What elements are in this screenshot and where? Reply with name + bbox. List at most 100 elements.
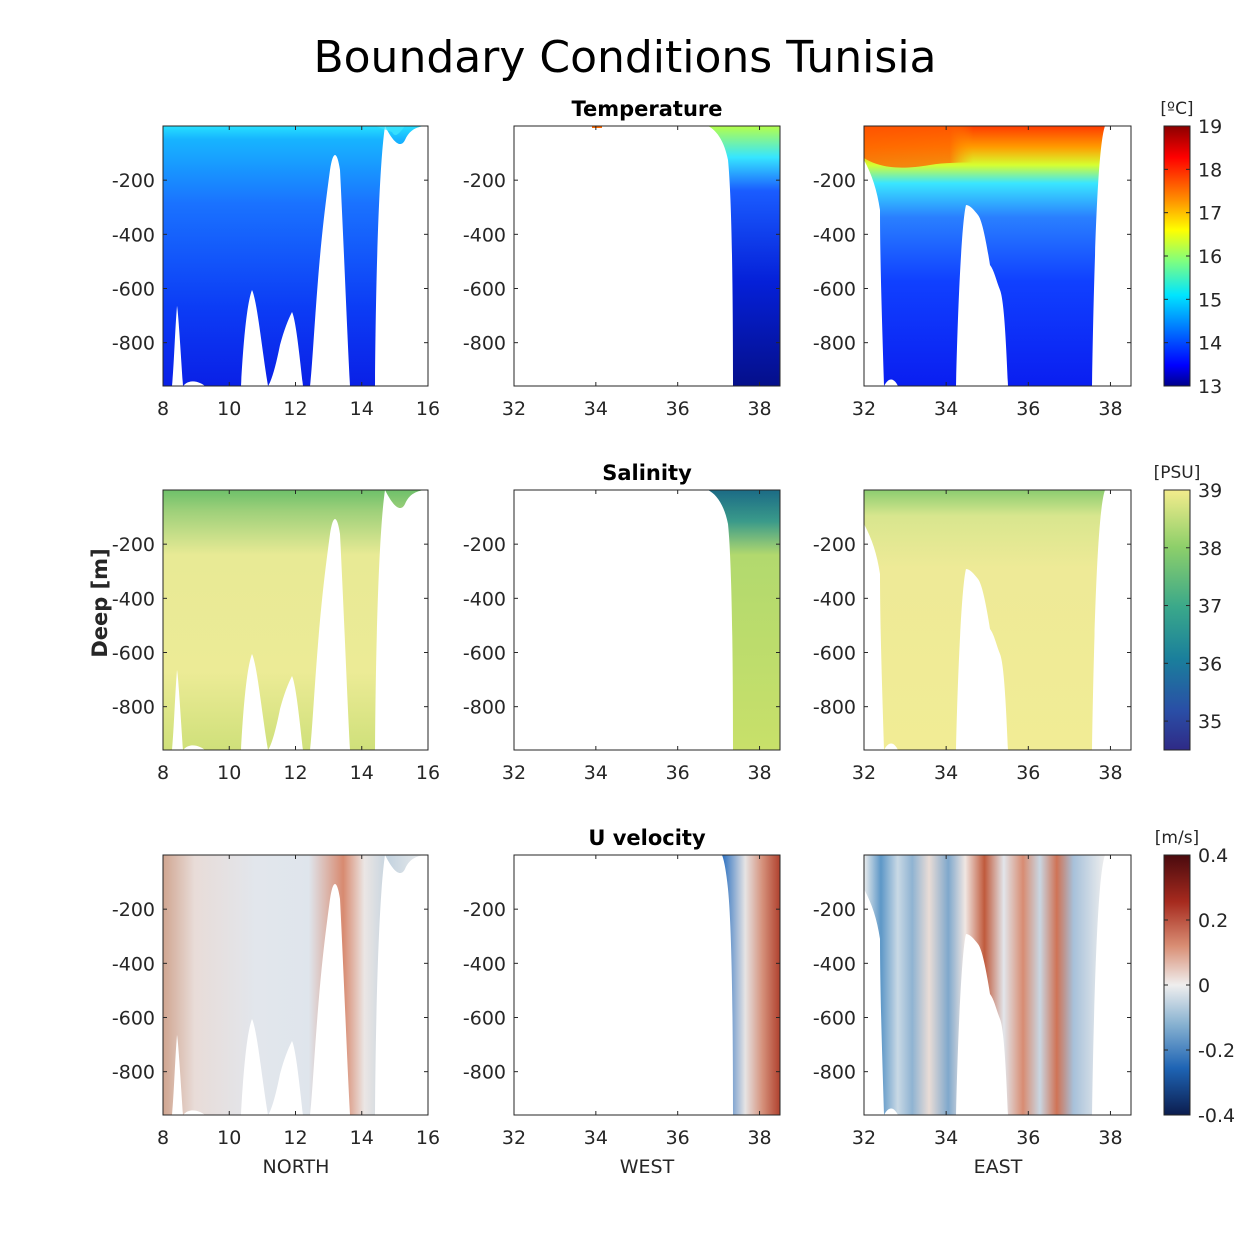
y-tick-label: -400 (112, 224, 155, 246)
y-tick-label: -400 (112, 588, 155, 610)
x-tick-label: 8 (157, 762, 169, 784)
axes-frame (513, 854, 781, 1116)
y-tick-label: -800 (112, 1062, 155, 1084)
colorbar-layer: [ºC]19181716151413[PSU]3938373635[m/s]0.… (1154, 99, 1235, 1127)
y-tick-label: -600 (112, 643, 155, 665)
colorbar-tick-label: 17 (1198, 203, 1222, 225)
colorbar-unit: [PSU] (1154, 463, 1201, 483)
field-velocity-west (722, 855, 780, 1115)
x-tick-label: 34 (934, 1127, 958, 1149)
x-tick-label: 32 (852, 1127, 876, 1149)
y-tick-label: -600 (813, 643, 856, 665)
field-temperature-west (708, 126, 780, 386)
colorbar-tick-label: -0.4 (1198, 1105, 1235, 1127)
y-tick-label: -800 (463, 333, 506, 355)
x-tick-label: 32 (502, 762, 526, 784)
x-tick-label: 34 (584, 398, 608, 420)
x-tick-label: 36 (1016, 762, 1040, 784)
field-temperature-east (864, 126, 1105, 386)
x-tick-label: 14 (350, 762, 374, 784)
y-tick-label: -200 (813, 170, 856, 192)
panel-salinity-west (708, 490, 780, 750)
colorbar-3 (1163, 854, 1191, 1116)
x-tick-label: 36 (1016, 1127, 1040, 1149)
y-tick-label: -800 (112, 333, 155, 355)
y-tick-label: -600 (112, 279, 155, 301)
col-label-west: WEST (620, 1156, 675, 1178)
x-tick-label: 34 (934, 762, 958, 784)
x-tick-label: 36 (1016, 398, 1040, 420)
row-title-salinity: Salinity (602, 461, 692, 485)
x-tick-label: 32 (502, 1127, 526, 1149)
warm-surface-band (864, 126, 1020, 168)
x-tick-label: 38 (747, 1127, 771, 1149)
x-tick-label: 10 (217, 1127, 241, 1149)
x-tick-label: 12 (283, 762, 307, 784)
y-tick-label: -600 (813, 279, 856, 301)
x-tick-label: 34 (584, 762, 608, 784)
colorbar-tick-label: 36 (1198, 653, 1222, 675)
y-tick-label: -400 (463, 953, 506, 975)
colorbar-tick-label: -0.2 (1198, 1040, 1235, 1062)
x-tick-label: 36 (666, 762, 690, 784)
x-tick-label: 38 (747, 762, 771, 784)
x-tick-label: 14 (350, 398, 374, 420)
x-tick-label: 12 (283, 398, 307, 420)
x-tick-label: 10 (217, 762, 241, 784)
col-label-north: NORTH (263, 1156, 330, 1178)
colorbar-tick-label: 39 (1198, 480, 1222, 502)
y-tick-label: -200 (112, 534, 155, 556)
panel-velocity-east (864, 855, 1105, 1115)
panel-temperature-north (163, 126, 428, 386)
y-tick-label: -200 (463, 534, 506, 556)
x-tick-label: 34 (584, 1127, 608, 1149)
y-tick-label: -400 (813, 953, 856, 975)
y-tick-label: -800 (813, 1062, 856, 1084)
axes-frame (513, 489, 781, 751)
panel-velocity-west (722, 855, 780, 1115)
y-tick-label: -400 (112, 953, 155, 975)
y-tick-label: -600 (463, 279, 506, 301)
x-tick-label: 16 (416, 762, 440, 784)
y-tick-label: -200 (463, 899, 506, 921)
y-tick-label: -200 (112, 170, 155, 192)
row-title-u-velocity: U velocity (588, 826, 706, 850)
y-tick-label: -400 (463, 588, 506, 610)
x-tick-label: 8 (157, 1127, 169, 1149)
axes-frame (513, 125, 781, 387)
colorbar-1 (1163, 125, 1191, 387)
y-tick-label: -200 (463, 170, 506, 192)
panel-temperature-west (592, 126, 780, 386)
y-tick-label: -600 (813, 1008, 856, 1030)
field-temperature-north (163, 126, 428, 386)
plateau-highlight (375, 126, 405, 136)
x-tick-label: 32 (502, 398, 526, 420)
x-tick-label: 38 (1098, 762, 1122, 784)
y-tick-label: -600 (112, 1008, 155, 1030)
panel-temperature-east (864, 126, 1105, 386)
colorbar-tick-label: 0.2 (1198, 910, 1228, 932)
col-label-east: EAST (974, 1156, 1023, 1178)
field-salinity-north (163, 490, 428, 750)
field-velocity-north (163, 855, 428, 1115)
x-tick-label: 32 (852, 762, 876, 784)
axes-frame (863, 854, 1132, 1116)
y-tick-label: -800 (463, 1062, 506, 1084)
x-tick-label: 14 (350, 1127, 374, 1149)
y-tick-label: -600 (463, 643, 506, 665)
colorbar-tick-label: 14 (1198, 333, 1222, 355)
colorbar-tick-label: 0.4 (1198, 845, 1228, 867)
x-tick-label: 38 (1098, 1127, 1122, 1149)
field-salinity-east (864, 490, 1105, 750)
y-tick-label: -200 (813, 534, 856, 556)
panel-salinity-east (864, 490, 1105, 750)
row-title-temperature: Temperature (571, 97, 722, 121)
y-axis-label: Deep [m] (88, 548, 112, 657)
colorbar-tick-label: 0 (1198, 975, 1210, 997)
panel-velocity-north (163, 855, 428, 1115)
panel-salinity-north (163, 490, 428, 750)
y-tick-label: -200 (112, 899, 155, 921)
axes-frame (863, 489, 1132, 751)
y-tick-label: -400 (813, 588, 856, 610)
